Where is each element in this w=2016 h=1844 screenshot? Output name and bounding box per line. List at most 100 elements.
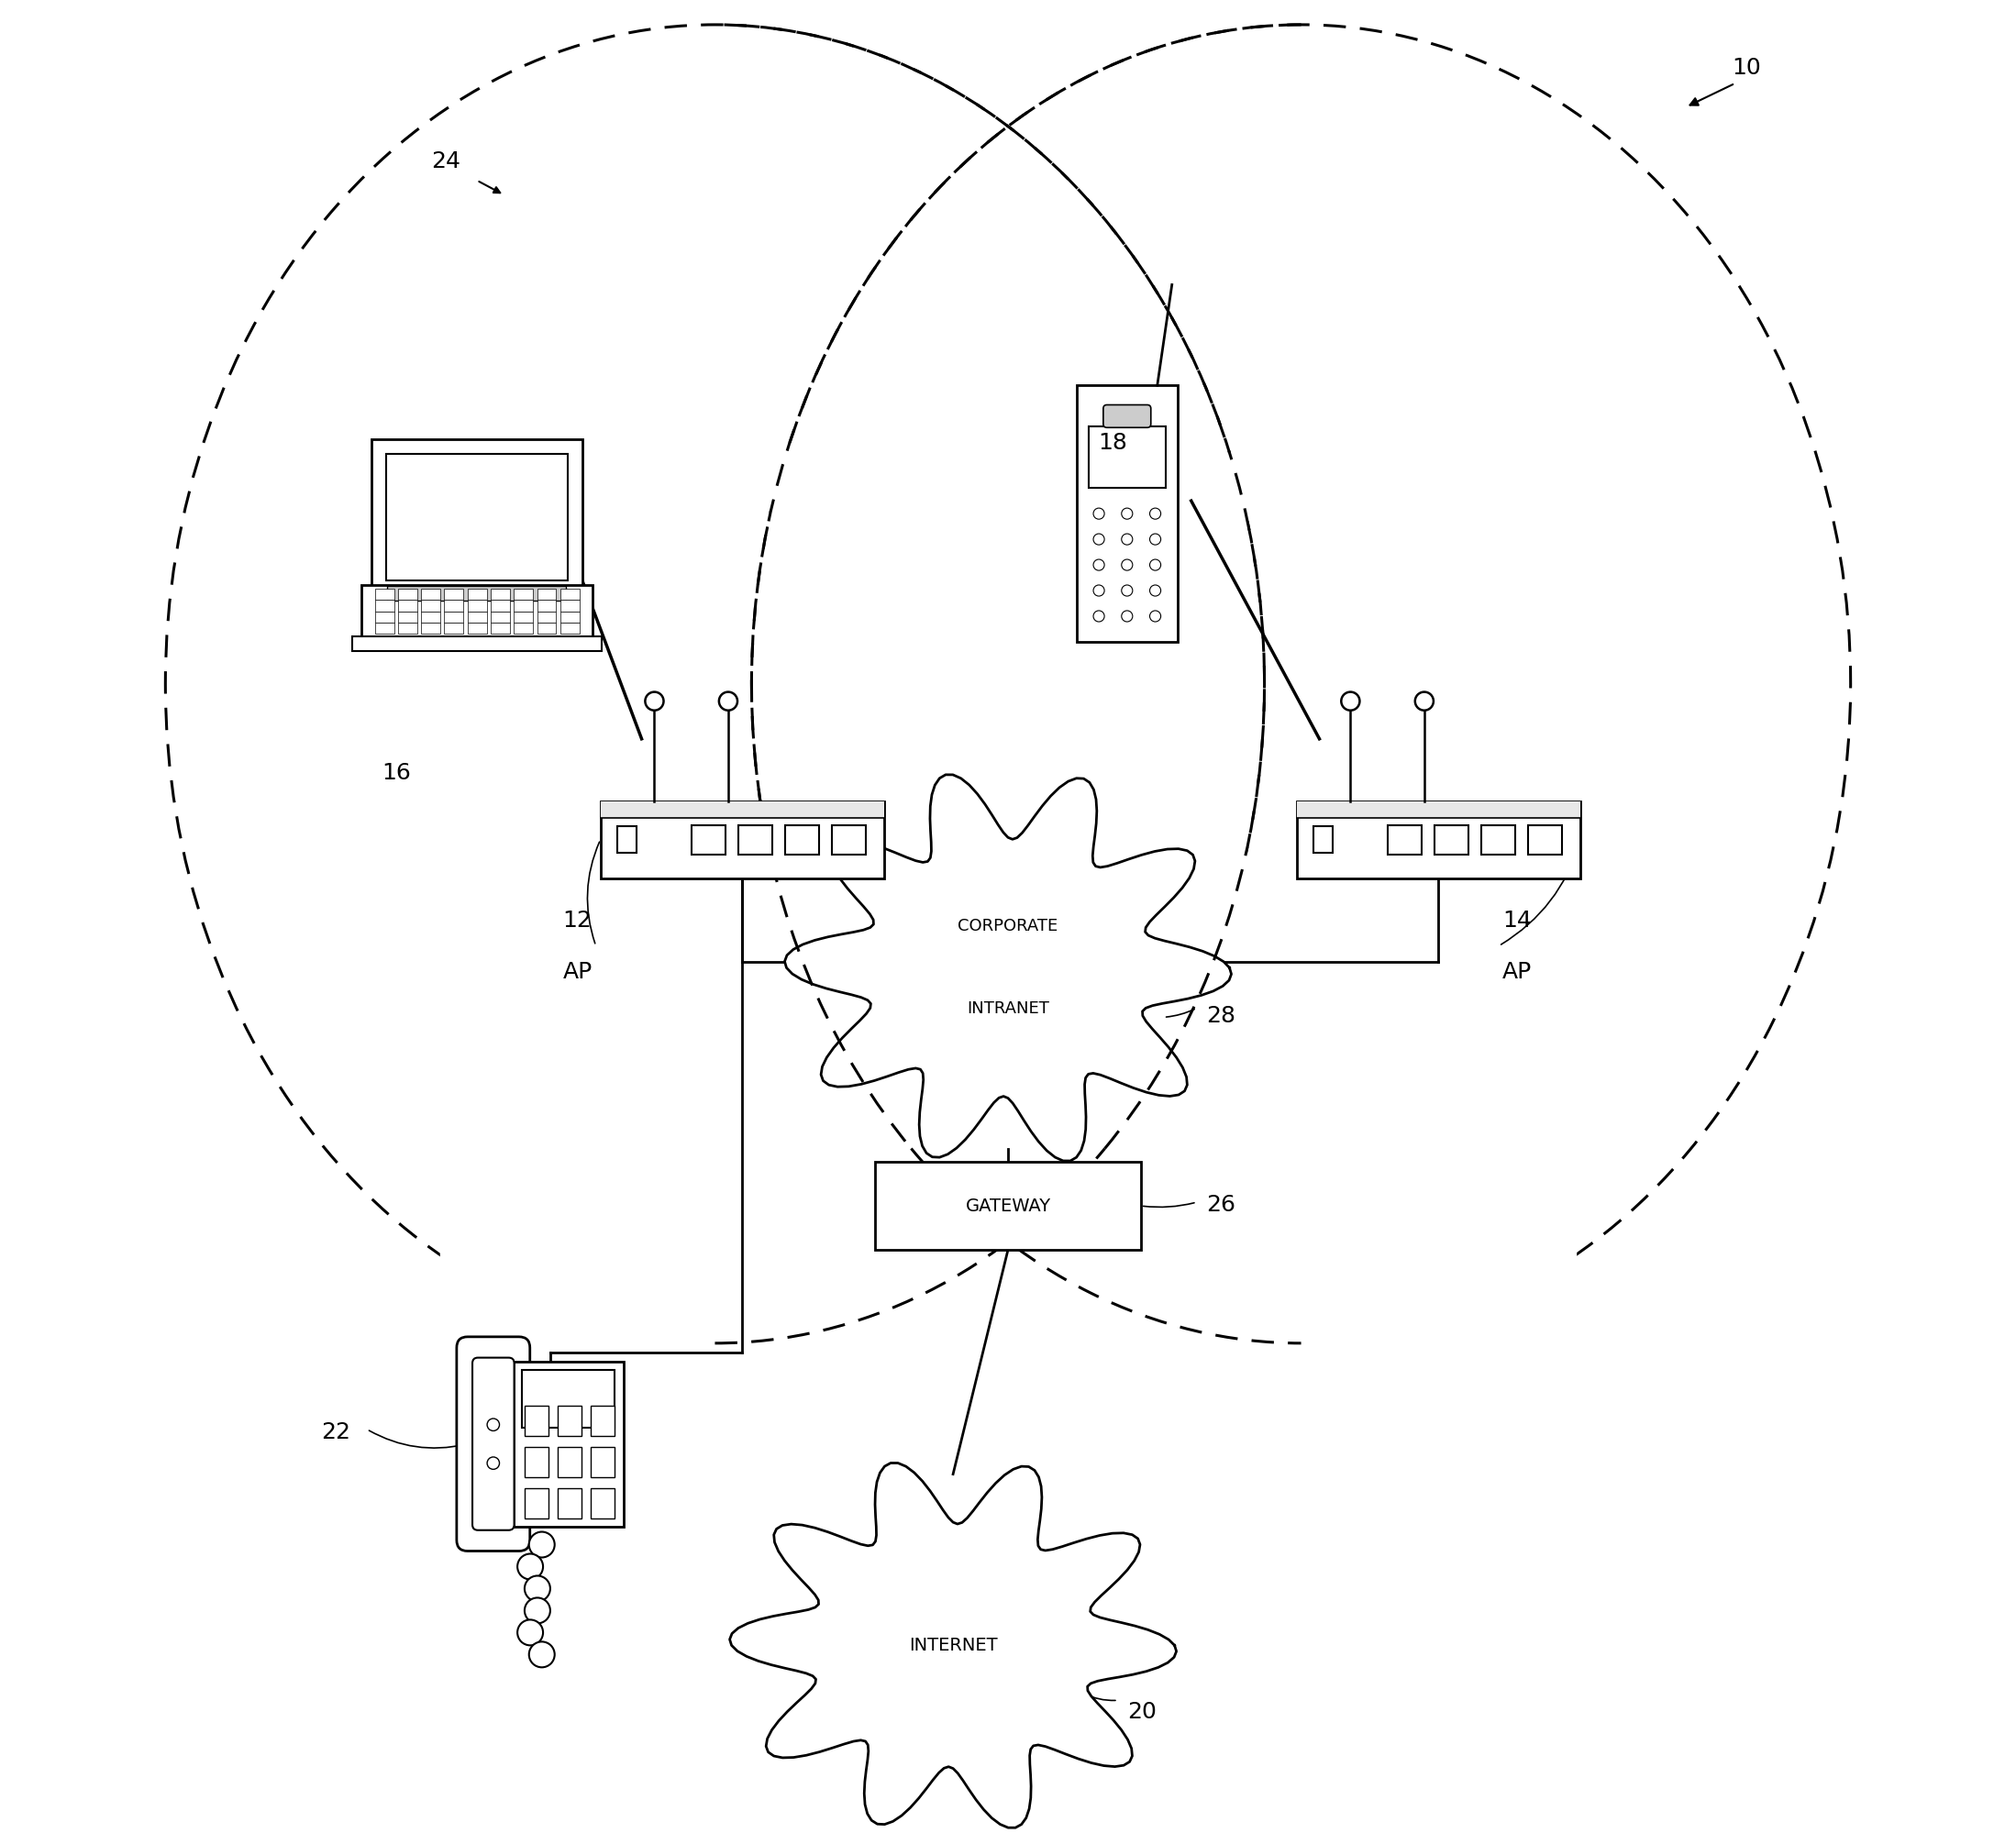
FancyBboxPatch shape — [468, 610, 486, 623]
Polygon shape — [770, 454, 1246, 1342]
FancyBboxPatch shape — [617, 826, 637, 854]
Circle shape — [1149, 610, 1161, 621]
FancyBboxPatch shape — [514, 623, 532, 634]
FancyBboxPatch shape — [375, 588, 393, 599]
Circle shape — [518, 1554, 542, 1580]
FancyBboxPatch shape — [397, 599, 417, 610]
Text: INTRANET: INTRANET — [968, 1001, 1048, 1018]
Circle shape — [528, 1641, 554, 1667]
FancyBboxPatch shape — [556, 1405, 581, 1436]
Circle shape — [1121, 610, 1133, 621]
Polygon shape — [730, 1462, 1177, 1827]
FancyBboxPatch shape — [1296, 800, 1581, 819]
Circle shape — [1121, 533, 1133, 544]
FancyBboxPatch shape — [591, 1488, 615, 1518]
Circle shape — [1149, 559, 1161, 570]
FancyBboxPatch shape — [387, 586, 566, 601]
Circle shape — [720, 692, 738, 710]
Text: 26: 26 — [1206, 1193, 1236, 1215]
FancyBboxPatch shape — [1314, 826, 1333, 854]
FancyBboxPatch shape — [397, 610, 417, 623]
FancyBboxPatch shape — [1077, 385, 1177, 642]
Circle shape — [645, 692, 663, 710]
FancyBboxPatch shape — [444, 588, 464, 599]
FancyBboxPatch shape — [524, 1405, 548, 1436]
Circle shape — [524, 1597, 550, 1623]
Circle shape — [1149, 585, 1161, 596]
Circle shape — [524, 1577, 550, 1601]
FancyBboxPatch shape — [472, 1357, 514, 1531]
Text: 14: 14 — [1502, 911, 1532, 931]
FancyBboxPatch shape — [1103, 406, 1151, 428]
FancyBboxPatch shape — [514, 588, 532, 599]
FancyBboxPatch shape — [375, 599, 393, 610]
FancyBboxPatch shape — [1433, 824, 1468, 854]
Circle shape — [1149, 533, 1161, 544]
FancyBboxPatch shape — [375, 610, 393, 623]
Text: AP: AP — [562, 961, 593, 983]
FancyBboxPatch shape — [833, 824, 867, 854]
FancyBboxPatch shape — [397, 588, 417, 599]
FancyBboxPatch shape — [444, 599, 464, 610]
Circle shape — [1093, 509, 1105, 520]
Text: 10: 10 — [1732, 57, 1760, 79]
FancyBboxPatch shape — [591, 1448, 615, 1477]
FancyBboxPatch shape — [556, 1448, 581, 1477]
Circle shape — [1415, 692, 1433, 710]
Text: 28: 28 — [1206, 1005, 1236, 1027]
FancyBboxPatch shape — [490, 599, 510, 610]
Circle shape — [528, 1532, 554, 1558]
FancyBboxPatch shape — [468, 588, 486, 599]
Circle shape — [1121, 585, 1133, 596]
Text: 12: 12 — [562, 911, 593, 931]
FancyBboxPatch shape — [1528, 824, 1562, 854]
Circle shape — [1121, 559, 1133, 570]
Text: AP: AP — [1502, 961, 1532, 983]
FancyBboxPatch shape — [444, 610, 464, 623]
Text: CORPORATE: CORPORATE — [958, 918, 1058, 935]
Circle shape — [1149, 509, 1161, 520]
FancyBboxPatch shape — [514, 1361, 623, 1527]
FancyBboxPatch shape — [490, 623, 510, 634]
FancyBboxPatch shape — [601, 800, 885, 819]
FancyBboxPatch shape — [514, 599, 532, 610]
Circle shape — [1341, 692, 1359, 710]
FancyBboxPatch shape — [536, 588, 556, 599]
Circle shape — [488, 1457, 500, 1470]
FancyBboxPatch shape — [560, 588, 579, 599]
FancyBboxPatch shape — [875, 1162, 1141, 1250]
Text: GATEWAY: GATEWAY — [966, 1197, 1050, 1215]
Text: 24: 24 — [431, 149, 460, 171]
FancyBboxPatch shape — [387, 454, 566, 581]
Circle shape — [1121, 509, 1133, 520]
FancyBboxPatch shape — [784, 824, 818, 854]
FancyBboxPatch shape — [536, 610, 556, 623]
Circle shape — [1093, 533, 1105, 544]
FancyBboxPatch shape — [490, 588, 510, 599]
FancyBboxPatch shape — [601, 800, 885, 878]
FancyBboxPatch shape — [421, 599, 439, 610]
FancyBboxPatch shape — [536, 599, 556, 610]
Text: 22: 22 — [321, 1422, 351, 1444]
FancyBboxPatch shape — [444, 623, 464, 634]
Text: 18: 18 — [1099, 431, 1127, 454]
Text: INTERNET: INTERNET — [909, 1637, 998, 1654]
Circle shape — [488, 1418, 500, 1431]
FancyBboxPatch shape — [421, 623, 439, 634]
FancyBboxPatch shape — [522, 1370, 615, 1427]
FancyBboxPatch shape — [738, 824, 772, 854]
FancyBboxPatch shape — [1387, 824, 1421, 854]
Circle shape — [1093, 559, 1105, 570]
FancyBboxPatch shape — [375, 623, 393, 634]
FancyBboxPatch shape — [524, 1488, 548, 1518]
FancyBboxPatch shape — [591, 1405, 615, 1436]
FancyBboxPatch shape — [468, 599, 486, 610]
Circle shape — [1093, 610, 1105, 621]
FancyBboxPatch shape — [371, 439, 583, 596]
Circle shape — [1093, 585, 1105, 596]
FancyBboxPatch shape — [351, 636, 603, 651]
Text: 20: 20 — [1127, 1702, 1157, 1722]
Circle shape — [518, 1619, 542, 1645]
FancyBboxPatch shape — [560, 610, 579, 623]
Polygon shape — [784, 774, 1232, 1162]
